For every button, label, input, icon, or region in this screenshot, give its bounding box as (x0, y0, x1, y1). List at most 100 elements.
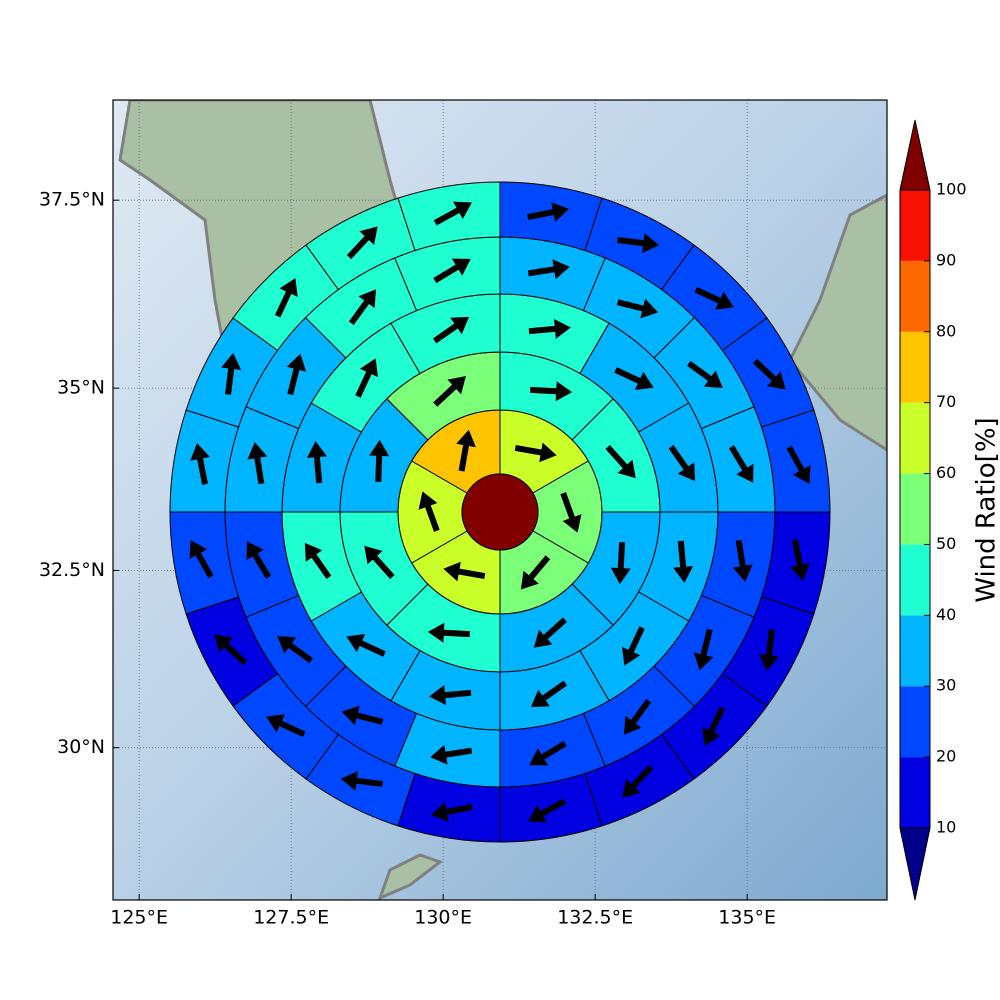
wind-arrow (527, 202, 569, 222)
wind-arrow (533, 617, 568, 648)
wind-arrow (427, 622, 470, 643)
colorbar-frame (899, 189, 931, 829)
wind-arrow (529, 740, 567, 766)
colorbar-bin (900, 402, 930, 474)
colorbar-tick-label: 100 (936, 180, 967, 199)
wind-arrow (431, 802, 473, 822)
wind-arrow (418, 491, 440, 532)
colorbar-bin (900, 615, 930, 687)
wind-arrow (530, 680, 568, 708)
island (377, 853, 444, 900)
wind-arrow (221, 352, 242, 395)
x-tick-label: 130°E (414, 907, 472, 929)
colorbar-tick-label: 40 (936, 605, 956, 624)
wind-arrow (433, 375, 466, 407)
wind-arrow (432, 316, 470, 344)
wind-arrow (527, 259, 570, 280)
colorbar: 10 20 30 40 50 60 70 80 90 100 (899, 119, 967, 901)
wind-arrow (617, 233, 660, 254)
colorbar-tick-label: 90 (936, 250, 956, 269)
colorbar-label: Wind Ratio[%] (972, 417, 1000, 602)
wind-arrow (274, 278, 298, 318)
wind-arrow (732, 539, 753, 582)
wind-arrow (687, 360, 723, 388)
wind-arrow (348, 289, 376, 325)
wind-arrow (247, 442, 268, 485)
wind-arrow (189, 540, 214, 579)
wind-arrow (673, 540, 694, 583)
wind-arrow (429, 685, 472, 706)
axes: 125°E 127.5°E 130°E 132.5°E 135°E 30°N 32.5°N 3… (39, 189, 776, 929)
wind-arrow (369, 439, 390, 482)
colorbar-bin (900, 473, 930, 545)
wind-arrow (286, 353, 307, 396)
wind-arrow (528, 798, 567, 823)
wind-arrow (346, 226, 378, 260)
colorbar-bin (900, 331, 930, 403)
wind-arrow (693, 628, 714, 671)
colorbar-tick-label: 60 (936, 463, 956, 482)
colorbar-tick-label: 30 (936, 676, 956, 695)
wind-arrow (277, 636, 313, 664)
wind-arrow (610, 542, 631, 585)
wind-arrow (190, 443, 210, 485)
colorbar-bin (900, 686, 930, 758)
colorbar-tick-label: 10 (936, 818, 956, 837)
wind-arrow (364, 545, 395, 580)
wind-arrow (304, 542, 332, 580)
colorbar-tick-label: 80 (936, 321, 956, 340)
wind-arrow (560, 492, 582, 533)
wind-arrow (614, 367, 654, 390)
colorbar-bin (900, 260, 930, 332)
colorbar-bin (900, 544, 930, 616)
wind-arrow (456, 429, 476, 472)
colorbar-bin (900, 190, 930, 261)
wind-arrow (214, 634, 248, 666)
colorbar-tick-label: 70 (936, 392, 956, 411)
colorbar-under (899, 827, 931, 901)
wind-arrow (790, 539, 810, 581)
arrows (189, 201, 811, 823)
colorbar-bin (900, 757, 930, 828)
colorbar-tick-label: 50 (936, 534, 956, 553)
wind-arrow (694, 286, 734, 310)
wind-arrow (752, 358, 786, 390)
wind-arrow (622, 764, 654, 798)
wind-arrow (528, 318, 571, 339)
wind-arrow (530, 381, 573, 402)
wind-arrow (346, 634, 386, 657)
wind-arrow (616, 298, 659, 319)
wind-arrow (605, 444, 636, 479)
y-tick-label: 32.5°N (39, 559, 105, 581)
wind-arrow (728, 445, 754, 483)
wind-arrow (266, 714, 306, 738)
wind-arrow (246, 541, 272, 579)
center-disk (461, 473, 539, 551)
colorbar-over (899, 119, 931, 191)
map-frame (112, 99, 888, 901)
x-tick-label: 127.5°E (253, 907, 329, 929)
wind-arrow (624, 699, 652, 735)
x-tick-label: 125°E (110, 907, 168, 929)
wind-arrow (433, 258, 471, 284)
wind-arrow (443, 561, 486, 582)
wind-arrow (702, 706, 726, 746)
wind-arrow (758, 629, 779, 672)
wind-arrow (622, 626, 645, 666)
x-tick-label: 135°E (718, 907, 776, 929)
wind-arrow (340, 770, 383, 791)
y-tick-label: 35°N (57, 377, 105, 399)
wind-arrow (430, 744, 473, 765)
wind-arrow (668, 444, 696, 482)
wind-arrow (520, 555, 551, 590)
wind-arrow (786, 445, 811, 484)
sectors (169, 181, 831, 843)
wind-arrow (355, 358, 378, 398)
wind-arrow (341, 705, 384, 726)
y-tick-label: 30°N (57, 736, 105, 758)
wind-arrow (433, 201, 472, 226)
colorbar-tick-label: 20 (936, 747, 956, 766)
x-tick-label: 132.5°E (557, 907, 633, 929)
wind-arrow (514, 442, 557, 463)
